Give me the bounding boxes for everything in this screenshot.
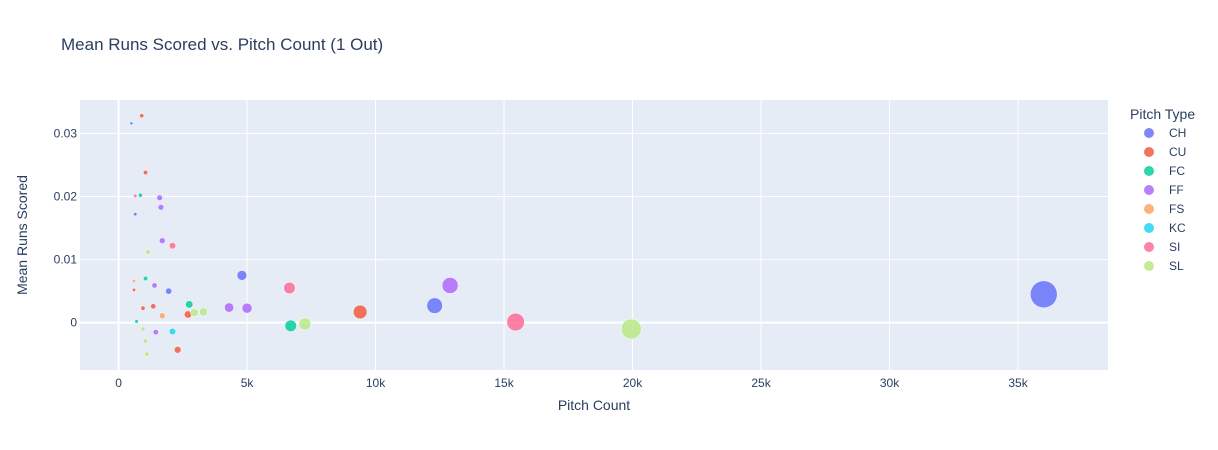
chart-title: Mean Runs Scored vs. Pitch Count (1 Out) xyxy=(61,35,383,54)
y-axis-ticks: 0 0.01 0.02 0.03 xyxy=(54,126,78,329)
y-tick-label: 0.02 xyxy=(54,190,78,204)
y-axis-title: Mean Runs Scored xyxy=(14,175,30,295)
data-point-si[interactable] xyxy=(283,281,296,295)
data-point-fc[interactable] xyxy=(134,319,139,324)
data-point-fc[interactable] xyxy=(142,275,149,282)
legend-marker-sl[interactable] xyxy=(1144,261,1154,271)
legend-marker-ff[interactable] xyxy=(1144,185,1154,195)
data-point-fc[interactable] xyxy=(185,300,194,309)
data-point-fc[interactable] xyxy=(284,319,297,332)
data-point-si[interactable] xyxy=(169,242,177,250)
data-point-ff[interactable] xyxy=(224,302,234,313)
data-point-ff[interactable] xyxy=(152,329,159,336)
data-point-fs[interactable] xyxy=(131,279,136,284)
legend-label-fs[interactable]: FS xyxy=(1169,202,1184,216)
legend-label-ff[interactable]: FF xyxy=(1169,183,1184,197)
legend-label-sl[interactable]: SL xyxy=(1169,259,1184,273)
data-point-sl[interactable] xyxy=(298,317,312,331)
data-point-si[interactable] xyxy=(506,312,525,332)
data-point-sl[interactable] xyxy=(620,318,642,340)
data-point-ff[interactable] xyxy=(241,302,253,314)
y-tick-label: 0.01 xyxy=(54,253,78,267)
x-tick-label: 30k xyxy=(880,376,900,390)
data-point-sl[interactable] xyxy=(142,338,149,344)
legend-title: Pitch Type xyxy=(1130,106,1195,122)
x-axis-ticks: 0 5k 10k 15k 20k 25k 30k 35k xyxy=(115,376,1029,390)
data-point-cu[interactable] xyxy=(142,169,149,176)
x-tick-label: 15k xyxy=(494,376,514,390)
data-point-ff[interactable] xyxy=(151,282,158,289)
legend-marker-ch[interactable] xyxy=(1144,128,1154,138)
data-point-sl[interactable] xyxy=(145,249,151,255)
x-axis-title: Pitch Count xyxy=(558,397,630,413)
legend-items: CH CU FC FF FS KC SI SL xyxy=(1144,126,1186,273)
data-point-ff[interactable] xyxy=(159,237,166,244)
data-point-cu[interactable] xyxy=(173,346,182,354)
data-point-cu[interactable] xyxy=(150,303,157,310)
data-point-ch[interactable] xyxy=(133,212,138,217)
data-point-ch[interactable] xyxy=(426,297,443,314)
data-point-ff[interactable] xyxy=(157,204,165,211)
legend-label-kc[interactable]: KC xyxy=(1169,221,1186,235)
legend-marker-cu[interactable] xyxy=(1144,147,1154,157)
legend-marker-si[interactable] xyxy=(1144,242,1154,252)
y-tick-label: 0 xyxy=(70,316,77,330)
data-point-kc[interactable] xyxy=(169,328,177,336)
x-tick-label: 0 xyxy=(115,376,122,390)
data-point-si[interactable] xyxy=(133,193,138,198)
data-point-ch[interactable] xyxy=(129,121,134,126)
x-tick-label: 25k xyxy=(751,376,771,390)
legend-label-fc[interactable]: FC xyxy=(1169,164,1185,178)
plot-area xyxy=(80,100,1108,370)
data-point-ch[interactable] xyxy=(165,287,173,295)
data-points xyxy=(129,113,1058,357)
data-point-cu[interactable] xyxy=(139,113,145,119)
data-point-cu[interactable] xyxy=(140,305,146,311)
y-tick-label: 0.03 xyxy=(54,126,78,140)
data-point-cu[interactable] xyxy=(131,287,136,292)
legend-label-ch[interactable]: CH xyxy=(1169,126,1186,140)
data-point-sl[interactable] xyxy=(190,308,199,317)
gridlines xyxy=(80,100,1108,370)
data-point-sl[interactable] xyxy=(199,307,208,317)
x-tick-label: 5k xyxy=(241,376,255,390)
data-point-ch[interactable] xyxy=(1030,280,1058,309)
legend: Pitch Type CH CU FC FF FS KC SI SL xyxy=(1130,106,1195,273)
legend-label-cu[interactable]: CU xyxy=(1169,145,1186,159)
x-tick-label: 35k xyxy=(1008,376,1028,390)
x-tick-label: 20k xyxy=(623,376,643,390)
data-point-cu[interactable] xyxy=(352,304,368,320)
data-point-fs[interactable] xyxy=(159,312,166,319)
legend-marker-fs[interactable] xyxy=(1144,204,1154,214)
data-point-ff[interactable] xyxy=(156,194,163,201)
data-point-ch[interactable] xyxy=(236,270,248,281)
data-point-ff[interactable] xyxy=(441,277,459,294)
legend-marker-fc[interactable] xyxy=(1144,166,1154,176)
data-point-fc[interactable] xyxy=(138,192,143,198)
x-tick-label: 10k xyxy=(366,376,386,390)
data-point-sl[interactable] xyxy=(144,351,150,357)
legend-label-si[interactable]: SI xyxy=(1169,240,1180,254)
legend-marker-kc[interactable] xyxy=(1144,223,1154,233)
data-point-sl[interactable] xyxy=(140,326,146,332)
